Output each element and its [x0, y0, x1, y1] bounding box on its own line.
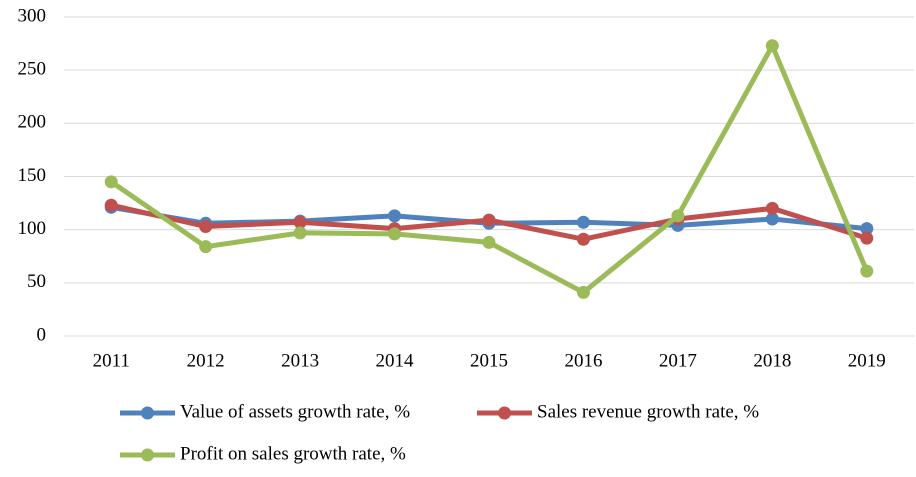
point [860, 231, 874, 245]
point [765, 212, 779, 226]
x-tick-label: 2015 [470, 350, 508, 371]
legend-marker [141, 448, 154, 462]
point [860, 264, 874, 278]
x-tick-label: 2014 [376, 350, 415, 371]
x-tick-label: 2013 [281, 350, 319, 371]
point [388, 227, 402, 241]
point [482, 213, 496, 227]
y-tick-label: 200 [18, 112, 47, 133]
point [104, 198, 118, 212]
legend-label: Profit on sales growth rate, % [180, 443, 406, 464]
point [576, 232, 590, 246]
point [576, 285, 590, 299]
y-tick-label: 0 [37, 324, 47, 345]
y-tick-label: 100 [18, 218, 47, 239]
legend-label: Sales revenue growth rate, % [537, 401, 759, 422]
point [199, 240, 213, 254]
point [388, 209, 402, 223]
point [671, 209, 685, 223]
x-tick-label: 2011 [93, 350, 130, 371]
point [765, 39, 779, 53]
y-tick-label: 150 [18, 165, 47, 186]
point [765, 201, 779, 215]
x-tick-label: 2019 [848, 350, 886, 371]
point [199, 219, 213, 233]
point [104, 175, 118, 189]
y-tick-label: 300 [18, 5, 47, 26]
point [576, 215, 590, 229]
y-tick-label: 250 [18, 59, 47, 80]
x-tick-label: 2012 [187, 350, 225, 371]
x-tick-label: 2016 [564, 350, 602, 371]
point [860, 222, 874, 236]
point [482, 235, 496, 249]
x-tick-label: 2018 [753, 350, 791, 371]
legend-label: Value of assets growth rate, % [180, 401, 410, 422]
point [293, 226, 307, 240]
series-line [109, 43, 870, 295]
y-tick-label: 50 [27, 271, 46, 292]
legend-marker [141, 406, 154, 420]
legend-marker [498, 406, 511, 420]
x-tick-label: 2017 [659, 350, 697, 371]
point [293, 215, 307, 229]
